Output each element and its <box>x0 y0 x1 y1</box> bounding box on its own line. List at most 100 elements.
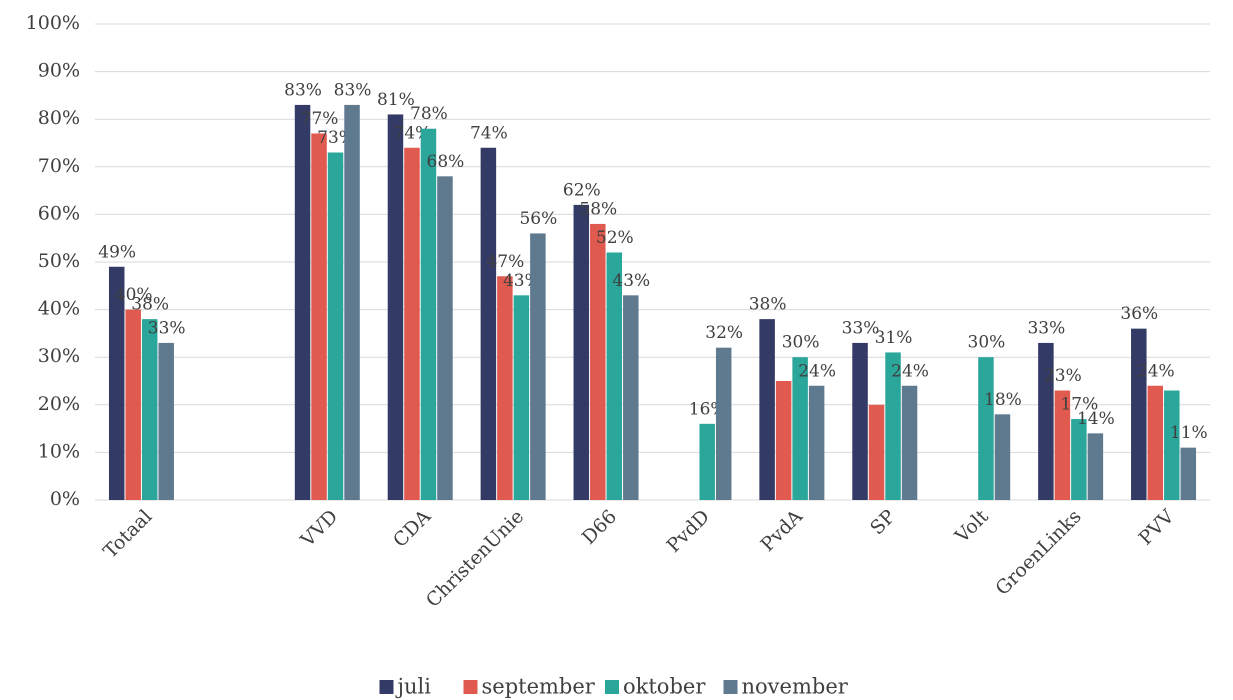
bar <box>715 347 732 500</box>
bar <box>294 104 311 501</box>
x-tick-label: Volt <box>950 505 993 548</box>
bar <box>1087 433 1104 500</box>
legend-label: september <box>482 675 596 699</box>
bar <box>590 223 606 501</box>
x-tick-label: Totaal <box>99 506 156 563</box>
x-tick-label: PvdD <box>662 506 714 558</box>
data-label: 78% <box>410 104 448 124</box>
bar <box>978 357 994 500</box>
bar <box>141 319 158 500</box>
data-label: 32% <box>705 323 743 343</box>
bar <box>623 295 639 500</box>
bar <box>497 276 513 500</box>
data-label: 68% <box>427 152 465 172</box>
data-label: 17% <box>1060 395 1098 415</box>
bar <box>420 128 437 500</box>
bar <box>1038 342 1054 500</box>
data-label: 38% <box>749 295 787 315</box>
data-label: 24% <box>891 361 929 381</box>
data-label: 31% <box>875 328 913 348</box>
legend-swatch <box>723 680 738 694</box>
data-label: 11% <box>1170 423 1208 443</box>
data-label: 18% <box>984 390 1022 410</box>
bar <box>901 385 918 500</box>
data-label: 56% <box>519 209 557 229</box>
y-tick-label: 100% <box>26 12 80 34</box>
x-tick-label: CDA <box>389 505 436 552</box>
bar <box>852 342 868 500</box>
x-tick-label: GroenLinks <box>991 506 1085 600</box>
y-tick-label: 50% <box>38 250 80 272</box>
bar <box>885 352 901 500</box>
bar <box>775 381 792 500</box>
bar <box>125 309 141 500</box>
bar <box>759 319 775 500</box>
legend-swatch <box>379 680 394 694</box>
bar <box>344 104 360 501</box>
bar <box>327 152 344 500</box>
bar <box>311 133 327 501</box>
bar <box>1164 390 1180 500</box>
data-label: 30% <box>968 333 1006 353</box>
bar <box>513 295 530 500</box>
data-label: 83% <box>284 80 322 100</box>
data-label: 24% <box>798 361 836 381</box>
data-label: 24% <box>1137 361 1175 381</box>
bar <box>404 147 420 500</box>
bar <box>530 233 546 500</box>
x-tick-label: SP <box>866 505 900 539</box>
x-tick-label: PvdA <box>756 505 807 556</box>
x-tick-label: PVV <box>1135 505 1179 549</box>
bar <box>606 252 623 500</box>
data-label: 33% <box>1027 318 1065 338</box>
y-tick-label: 30% <box>38 345 80 367</box>
data-label: 49% <box>98 242 136 262</box>
y-tick-label: 20% <box>38 393 80 415</box>
y-tick-label: 40% <box>38 298 80 320</box>
bar <box>994 414 1011 500</box>
bar <box>480 147 497 500</box>
data-label: 33% <box>842 318 880 338</box>
data-label: 40% <box>115 285 153 305</box>
data-label: 23% <box>1044 366 1082 386</box>
legend-swatch <box>605 680 619 694</box>
y-tick-label: 60% <box>38 202 80 224</box>
bar <box>792 357 808 500</box>
data-label: 52% <box>596 228 634 248</box>
data-label: 83% <box>334 80 372 100</box>
x-tick-label: D66 <box>578 506 621 549</box>
data-label: 33% <box>148 318 186 338</box>
bar <box>387 114 404 500</box>
legend-label: oktober <box>623 675 706 699</box>
legend-label: november <box>742 675 849 699</box>
bar <box>1071 419 1087 500</box>
bar <box>437 176 453 500</box>
bar <box>108 266 125 500</box>
data-label: 14% <box>1077 409 1115 429</box>
y-tick-label: 0% <box>50 488 80 510</box>
bar <box>573 204 590 500</box>
bar <box>1131 328 1147 500</box>
data-label: 30% <box>782 333 820 353</box>
y-tick-label: 70% <box>38 155 80 177</box>
data-label: 58% <box>579 199 617 219</box>
y-tick-label: 90% <box>38 60 80 82</box>
bar <box>808 385 825 500</box>
bar <box>868 404 885 500</box>
data-label: 36% <box>1120 304 1158 324</box>
y-tick-label: 80% <box>38 107 80 129</box>
data-label: 62% <box>563 180 601 200</box>
y-tick-label: 10% <box>38 440 80 462</box>
bar <box>1147 385 1164 500</box>
data-label: 81% <box>377 90 415 110</box>
data-label: 38% <box>131 295 169 315</box>
x-tick-label: ChristenUnie <box>422 506 528 612</box>
legend-label: juli <box>395 675 432 699</box>
bar <box>699 423 715 500</box>
bar <box>1054 390 1071 500</box>
bar <box>158 342 174 500</box>
data-label: 77% <box>301 109 339 129</box>
data-label: 47% <box>486 252 524 272</box>
bar <box>1180 447 1197 500</box>
